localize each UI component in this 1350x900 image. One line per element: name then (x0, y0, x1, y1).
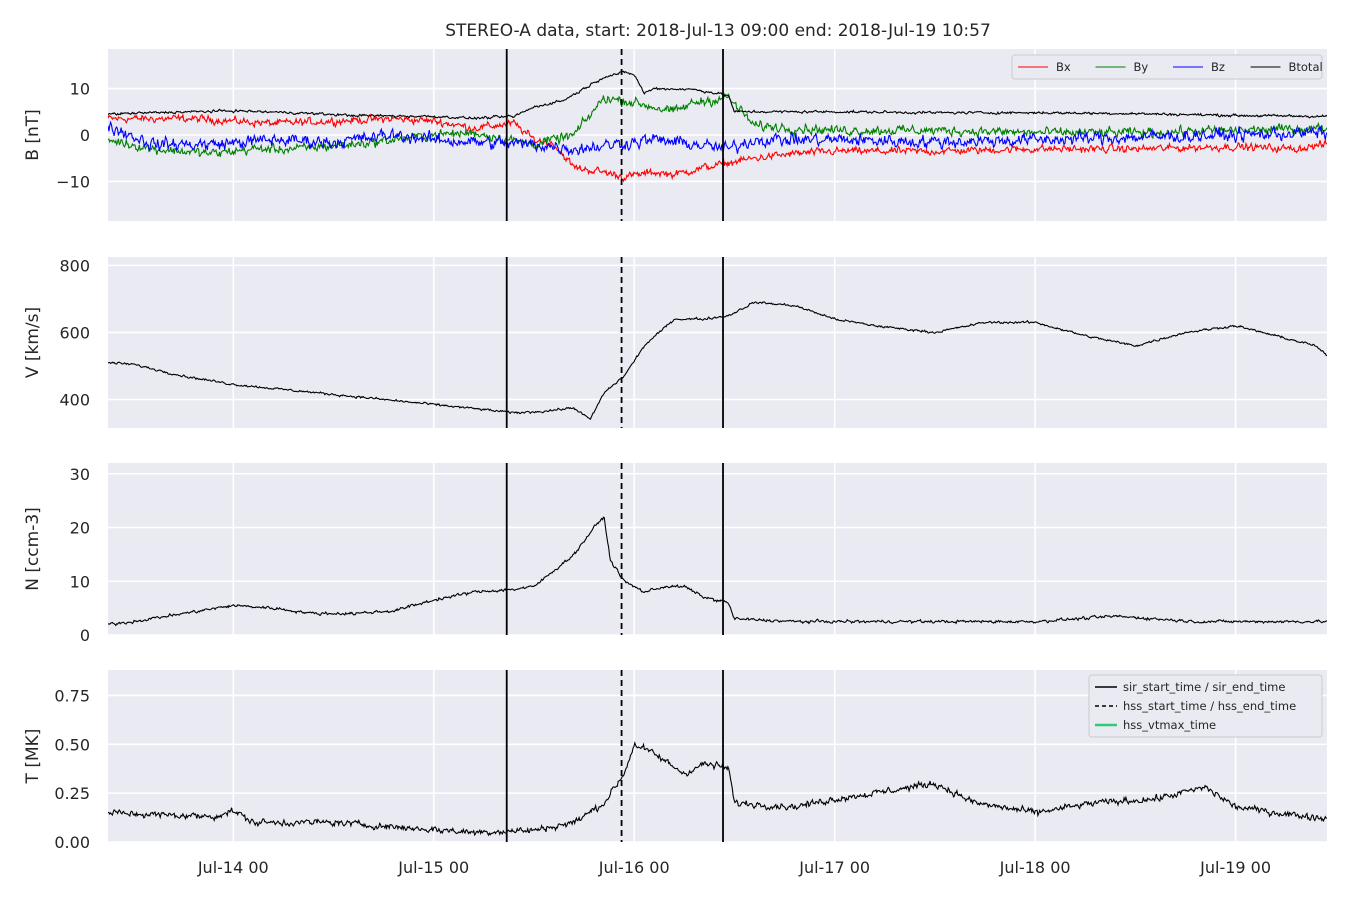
y-tick-label: 0.00 (54, 833, 90, 852)
chart-title: STEREO-A data, start: 2018-Jul-13 09:00 … (445, 21, 991, 41)
x-tick-label: Jul-16 00 (598, 858, 670, 877)
legend-label: Bx (1056, 60, 1071, 74)
panel-background (108, 257, 1327, 428)
y-axis-label: B [nT] (23, 109, 43, 161)
y-tick-label: 10 (70, 80, 90, 99)
series-line-btotal (108, 70, 1327, 121)
y-tick-label: 0 (80, 126, 90, 145)
series-line-t (108, 740, 1327, 837)
y-axis-label: T [MK] (23, 729, 43, 785)
x-tick-label: Jul-17 00 (798, 858, 870, 877)
legend-label: Bz (1211, 60, 1225, 74)
legend-label: hss_start_time / hss_end_time (1123, 699, 1296, 713)
y-tick-label: 10 (70, 572, 90, 591)
panel-t: 0.00 0.25 0.50 0.75 T [MK] sir_start_time / s… (23, 670, 1327, 852)
legend-label: hss_vtmax_time (1123, 718, 1216, 732)
x-tick-label: Jul-18 00 (999, 858, 1071, 877)
x-tick-label: Jul-19 00 (1199, 858, 1271, 877)
y-tick-label: 600 (59, 323, 90, 342)
panel-v: 400 600 800 V [km/s] (23, 256, 1327, 428)
y-tick-label: 0 (80, 626, 90, 645)
legend-box (1011, 54, 1323, 80)
x-tick-label: Jul-14 00 (197, 858, 269, 877)
y-tick-label: 30 (70, 465, 90, 484)
series-line-v (108, 301, 1327, 420)
y-tick-label: 800 (59, 256, 90, 275)
legend-box (1088, 674, 1323, 738)
series-line-bx (108, 112, 1327, 183)
y-axis-label: V [km/s] (23, 307, 43, 378)
series-line-bz (108, 120, 1327, 157)
series-group (108, 516, 1327, 627)
legend-label: Btotal (1289, 60, 1323, 74)
y-tick-label: 0.50 (54, 735, 90, 754)
series-group (108, 301, 1327, 420)
panel-b: −10 0 10 B [nT] Bx By Bz Btotal (23, 49, 1327, 221)
legend-label: sir_start_time / sir_end_time (1123, 680, 1285, 694)
x-tick-label: Jul-15 00 (397, 858, 469, 877)
series-line-n (108, 516, 1327, 627)
y-tick-label: 0.25 (54, 784, 90, 803)
plot-root: −10 0 10 B [nT] Bx By Bz Btotal 400 600 800 V [km/s… (23, 49, 1327, 877)
panel-background (108, 463, 1327, 635)
legend-label: By (1134, 60, 1149, 74)
panel-n: 0 10 20 30 N [ccm-3] (23, 463, 1327, 645)
y-tick-label: −10 (56, 172, 90, 191)
y-tick-label: 400 (59, 391, 90, 410)
y-tick-label: 20 (70, 519, 90, 538)
series-group (108, 70, 1327, 183)
series-group (108, 740, 1327, 837)
y-axis-label: N [ccm-3] (23, 507, 43, 591)
y-tick-label: 0.75 (54, 686, 90, 705)
